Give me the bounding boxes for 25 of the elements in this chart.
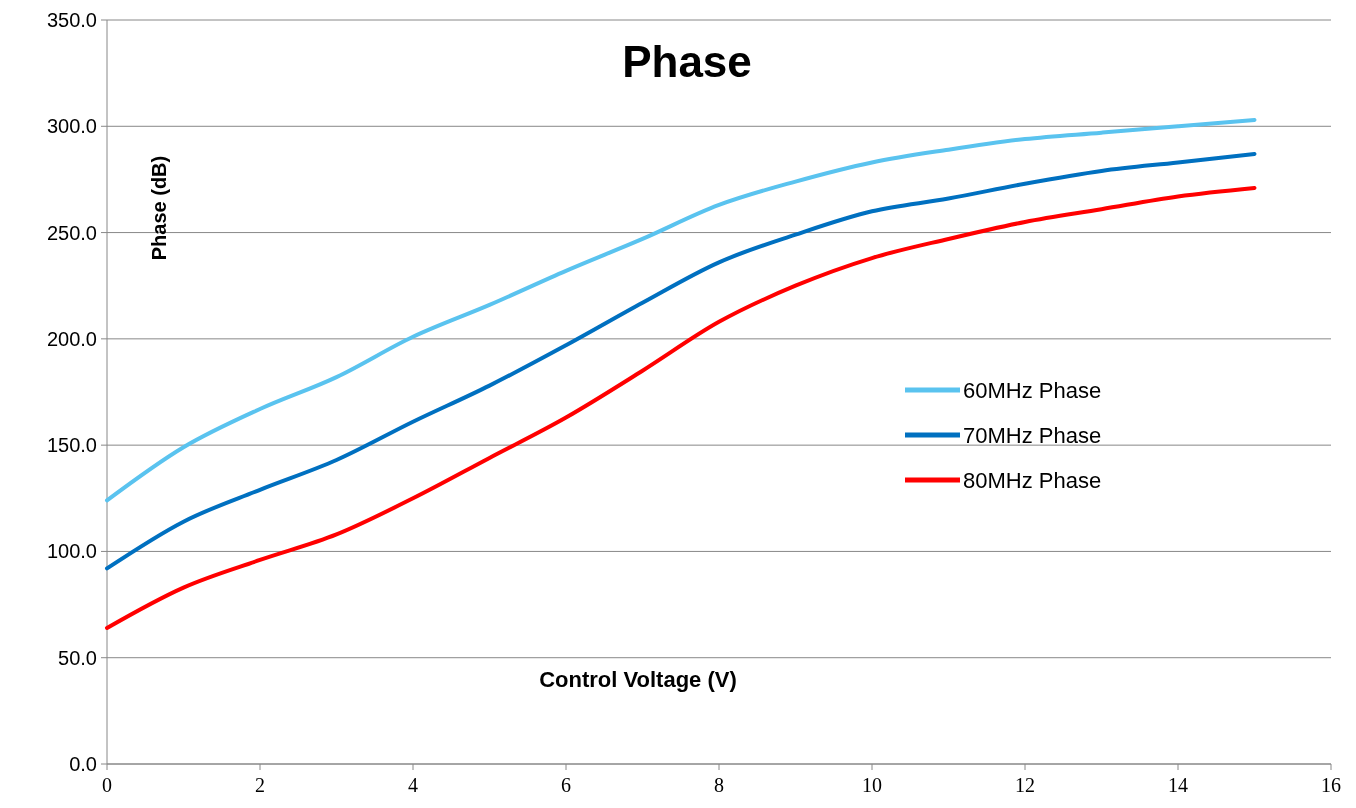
- y-tick-label: 150.0: [46, 434, 97, 457]
- x-tick-label: 6: [561, 774, 571, 796]
- legend-label: 80MHz Phase: [963, 467, 1102, 493]
- x-tick-label: 0: [102, 774, 112, 796]
- x-tick-label: 12: [1015, 774, 1035, 796]
- x-tick-label: 16: [1321, 774, 1341, 796]
- y-tick-label: 100.0: [46, 540, 97, 563]
- line-series: [105, 151, 1257, 571]
- x-tick-label: 10: [862, 774, 882, 796]
- y-tick-label: 200.0: [46, 327, 97, 350]
- x-tick-label: 8: [714, 774, 724, 796]
- x-axis-title: Control Voltage (V): [539, 667, 737, 692]
- chart-title: Phase: [622, 37, 752, 86]
- legend-label: 60MHz Phase: [963, 377, 1102, 403]
- y-tick-label: 350.0: [46, 9, 97, 31]
- y-tick-label: 300.0: [46, 115, 97, 138]
- y-tick-label: 250.0: [46, 221, 97, 244]
- y-axis-title: Phase (dB): [148, 155, 170, 261]
- x-tick-label: 4: [408, 774, 418, 796]
- x-tick-label: 2: [255, 774, 265, 796]
- x-tick-label: 14: [1168, 774, 1188, 796]
- y-tick-label: 50.0: [58, 646, 97, 669]
- legend-label: 70MHz Phase: [963, 422, 1102, 448]
- y-tick-label: 0.0: [69, 753, 97, 775]
- line-series: [105, 117, 1257, 503]
